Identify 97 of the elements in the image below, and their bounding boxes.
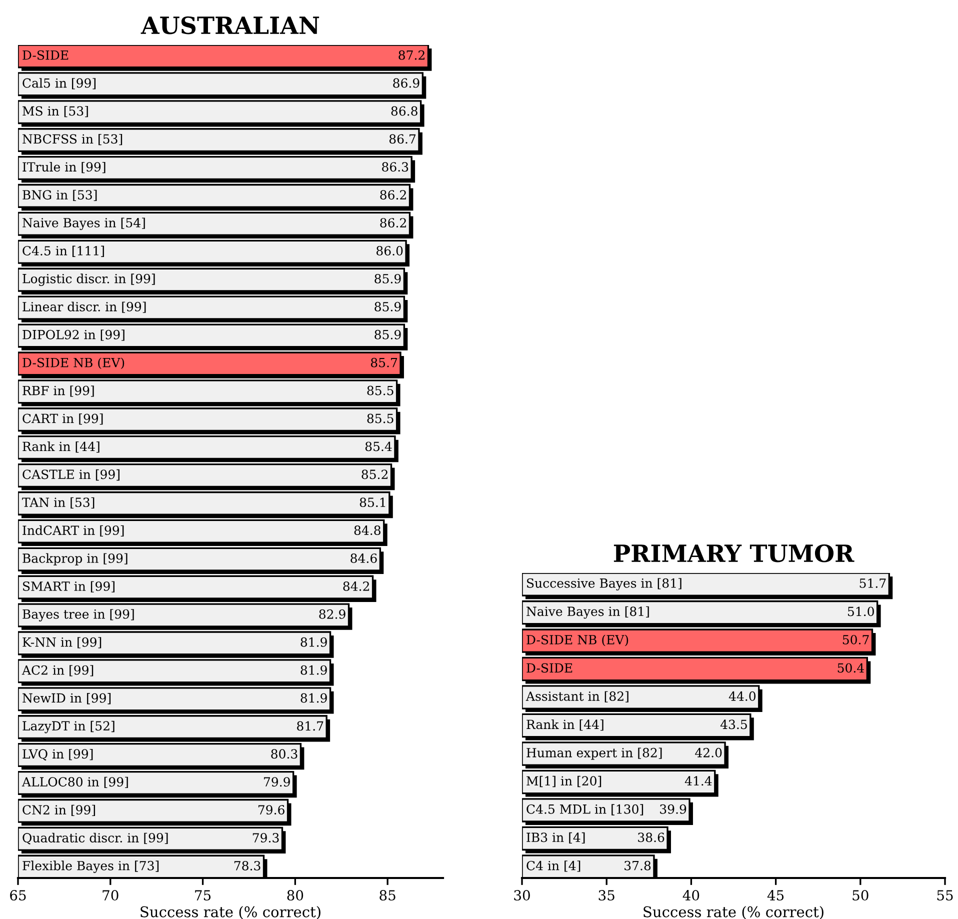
y-tick-label: AC2 in [99] — [22, 665, 94, 676]
data-label: 86.9 — [393, 78, 420, 88]
y-tick-label: Logistic discr. in [99] — [22, 274, 155, 286]
y-tick-label: Rank in [44] — [22, 441, 100, 453]
data-label: 85.2 — [362, 470, 388, 480]
data-label: 84.6 — [350, 554, 377, 563]
x-tick-label: 30 — [514, 890, 530, 901]
y-tick-label: TAN in [53] — [22, 497, 94, 509]
data-label: 82.9 — [319, 609, 346, 619]
y-tick-label: Successive Bayes in [81] — [527, 578, 682, 590]
data-label: 38.6 — [638, 832, 664, 842]
y-tick-label: LVQ in [99] — [22, 748, 93, 760]
data-label: 86.3 — [382, 162, 408, 172]
x-tick-label: 35 — [598, 890, 614, 901]
y-tick-label: C4.5 MDL in [130] — [526, 804, 644, 816]
y-tick-label: RBF in [99] — [22, 386, 94, 397]
data-label: 80.3 — [271, 749, 298, 759]
data-label: 84.2 — [343, 581, 370, 591]
data-label: 86.8 — [391, 106, 418, 116]
y-tick-label: Backprop in [99] — [22, 553, 128, 566]
y-tick-label: C4 in [4] — [526, 860, 580, 872]
y-tick-label: ALLOC80 in [99] — [22, 776, 128, 788]
y-tick-label: IB3 in [4] — [526, 832, 585, 844]
data-label: 78.3 — [234, 860, 260, 870]
y-tick-label: Human expert in [82] — [526, 748, 662, 760]
x-tick-label: 85 — [380, 890, 396, 901]
x-tick-label: 50 — [852, 890, 868, 901]
x-axis-title: Success rate (% correct) — [644, 906, 824, 919]
data-label: 79.6 — [258, 805, 284, 815]
y-tick-label: CART in [99] — [22, 414, 103, 425]
x-tick-label: 40 — [682, 890, 700, 901]
y-tick-label: Rank in [44] — [526, 719, 604, 731]
y-tick-label: D-SIDE NB (EV) — [526, 634, 628, 646]
y-tick-label: Flexible Bayes in [73] — [22, 860, 159, 873]
data-label: 85.4 — [365, 442, 392, 452]
data-label: 85.5 — [367, 414, 394, 424]
chart-title: PRIMARY TUMOR — [614, 544, 854, 562]
data-label: 79.3 — [252, 833, 279, 842]
x-tick-label: 45 — [767, 890, 784, 901]
x-tick-label: 75 — [195, 890, 211, 901]
y-tick-label: CN2 in [99] — [22, 804, 96, 816]
y-tick-label: Quadratic discr. in [99] — [22, 832, 168, 844]
x-axis-title: Success rate (% correct) — [140, 906, 320, 919]
data-label: 42.0 — [695, 748, 722, 758]
data-label: 84.8 — [354, 526, 380, 536]
y-tick-label: ITrule in [99] — [22, 162, 106, 174]
y-tick-label: Naive Bayes in [81] — [526, 606, 649, 619]
data-label: 44.0 — [728, 691, 756, 701]
y-tick-label: SMART in [99] — [23, 581, 114, 592]
y-tick-label: CASTLE in [99] — [22, 469, 120, 481]
y-tick-label: D-SIDE — [22, 50, 68, 60]
x-tick-label: 80 — [287, 890, 304, 901]
data-label: 81.7 — [297, 721, 324, 731]
y-tick-label: Cal5 in [99] — [22, 78, 96, 90]
y-tick-label: Assistant in [82] — [526, 691, 628, 702]
data-label: 79.9 — [264, 777, 290, 787]
x-tick-label: 55 — [937, 890, 953, 901]
data-label: 87.2 — [398, 50, 424, 60]
y-tick-label: DIPOL92 in [99] — [22, 330, 124, 341]
data-label: 41.4 — [684, 776, 712, 786]
y-tick-label: IndCART in [99] — [22, 525, 124, 536]
x-tick-label: 65 — [10, 890, 26, 901]
y-tick-label: MS in [53] — [22, 106, 88, 118]
data-label: 39.9 — [660, 804, 686, 814]
y-tick-label: Linear discr. in [99] — [22, 302, 146, 313]
data-label: 85.1 — [360, 498, 386, 508]
data-label: 86.2 — [380, 190, 406, 200]
y-tick-label: M[1] in [20] — [526, 776, 602, 788]
data-label: 85.9 — [374, 274, 401, 284]
x-tick-label: 70 — [102, 890, 118, 901]
y-tick-label: NBCFSS in [53] — [22, 134, 122, 146]
data-label: 86.7 — [389, 134, 416, 144]
data-label: 85.7 — [370, 358, 398, 368]
data-label: 50.7 — [842, 634, 869, 644]
data-label: 85.9 — [374, 302, 401, 312]
data-label: 37.8 — [624, 860, 651, 870]
data-label: 86.2 — [380, 218, 406, 228]
data-label: 50.4 — [838, 663, 864, 673]
data-label: 81.9 — [300, 693, 327, 703]
data-label: 86.0 — [376, 246, 403, 256]
y-tick-label: D-SIDE — [526, 663, 572, 673]
data-label: 85.9 — [374, 330, 401, 340]
data-label: 81.9 — [300, 665, 327, 675]
y-tick-label: NewID in [99] — [22, 693, 111, 704]
data-label: 51.7 — [860, 578, 886, 588]
data-label: 81.9 — [300, 637, 327, 647]
y-tick-label: K-NN in [99] — [22, 637, 102, 648]
data-label: 43.5 — [720, 720, 747, 730]
data-label: 85.5 — [367, 386, 394, 396]
data-label: 51.0 — [848, 606, 874, 616]
y-tick-label: C4.5 in [111] — [22, 246, 104, 257]
y-tick-label: D-SIDE NB (EV) — [22, 358, 124, 370]
y-tick-label: LazyDT in [52] — [22, 720, 114, 734]
chart-title: AUSTRALIAN — [140, 16, 320, 34]
y-tick-label: Naive Bayes in [54] — [22, 218, 145, 230]
y-tick-label: Bayes tree in [99] — [22, 609, 134, 622]
y-tick-label: BNG in [53] — [22, 190, 97, 202]
